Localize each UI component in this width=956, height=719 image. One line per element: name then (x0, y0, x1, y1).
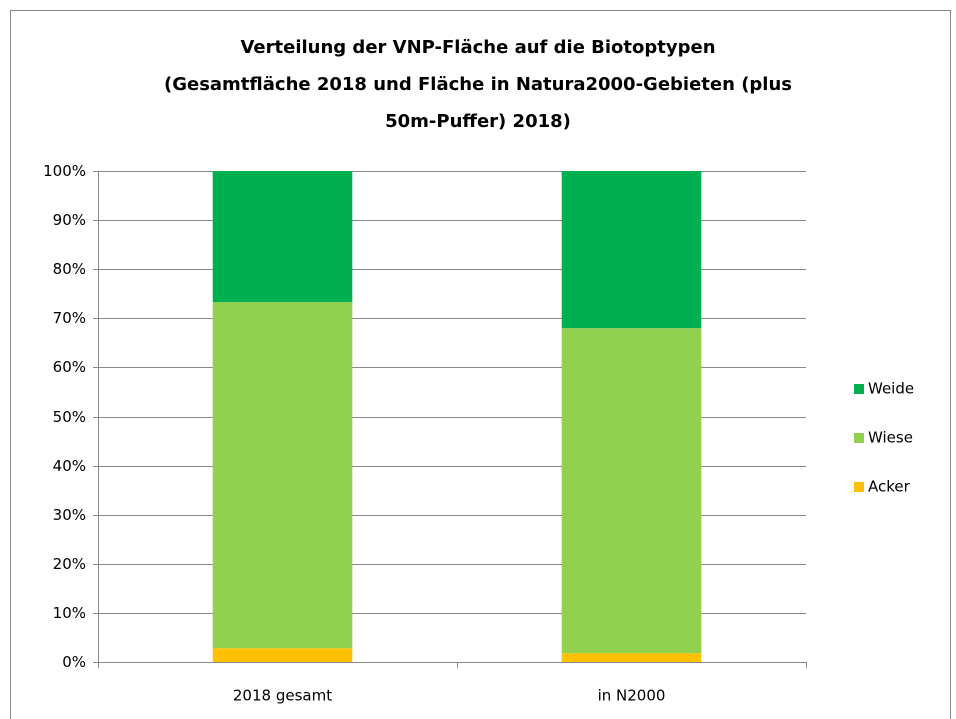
y-tick-label: 20% (53, 555, 86, 573)
y-tick-label: 30% (53, 506, 86, 524)
bar-segment (212, 648, 353, 662)
y-tick-label: 60% (53, 358, 86, 376)
bar-segment (212, 302, 353, 649)
chart-title: Verteilung der VNP-Fläche auf die Biotop… (240, 37, 715, 58)
bar-segment (212, 171, 353, 303)
legend-swatch (854, 433, 864, 443)
y-tick-label: 90% (53, 211, 86, 229)
legend-swatch (854, 384, 864, 394)
legend-swatch (854, 482, 864, 492)
x-tick-label: 2018 gesamt (233, 687, 332, 705)
x-tick-label: in N2000 (598, 687, 666, 705)
y-tick-label: 80% (53, 260, 86, 278)
legend-label: Wiese (868, 429, 913, 447)
legend-label: Weide (868, 380, 914, 398)
y-tick-label: 70% (53, 309, 86, 327)
y-tick-label: 0% (62, 653, 86, 671)
chart-title: (Gesamtfläche 2018 und Fläche in Natura2… (164, 74, 792, 95)
bar-segment (561, 171, 702, 329)
chart-frame (10, 10, 951, 719)
y-tick-label: 10% (53, 604, 86, 622)
y-tick-label: 50% (53, 408, 86, 426)
bar-segment (561, 653, 702, 662)
legend-label: Acker (868, 478, 911, 496)
bar-segment (561, 328, 702, 654)
y-tick-label: 40% (53, 457, 86, 475)
y-tick-label: 100% (43, 162, 86, 180)
chart-title: 50m-Puffer) 2018) (385, 111, 571, 132)
